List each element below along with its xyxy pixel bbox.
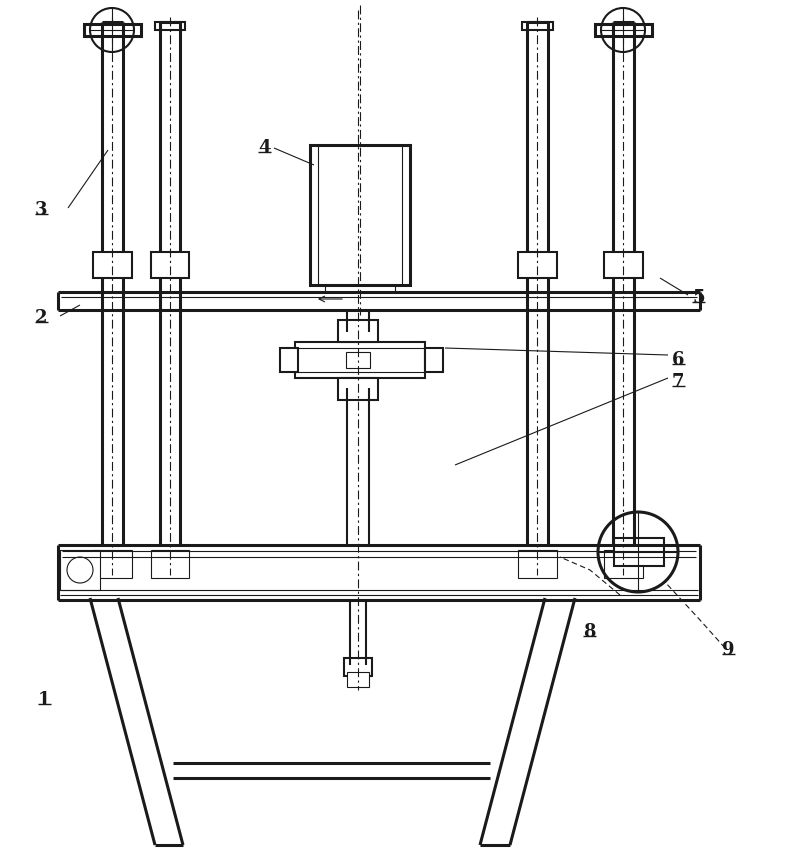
Bar xyxy=(604,550,643,578)
Bar xyxy=(155,22,185,30)
Bar xyxy=(93,252,132,278)
Bar xyxy=(60,550,100,590)
Bar xyxy=(346,352,370,368)
Text: 3: 3 xyxy=(35,201,47,219)
Bar xyxy=(518,252,557,278)
Text: 2: 2 xyxy=(35,309,47,327)
Bar xyxy=(151,550,189,578)
Bar xyxy=(338,320,378,342)
Bar xyxy=(347,672,369,687)
Text: 6: 6 xyxy=(672,351,685,369)
Bar xyxy=(614,538,664,566)
Bar xyxy=(295,342,425,378)
Bar xyxy=(84,24,141,36)
Bar xyxy=(310,145,410,285)
Text: 9: 9 xyxy=(722,641,734,659)
Bar xyxy=(604,252,643,278)
Text: 5: 5 xyxy=(692,289,705,307)
Bar xyxy=(338,378,378,400)
Bar xyxy=(93,550,132,578)
Bar xyxy=(518,550,557,578)
Text: 4: 4 xyxy=(258,139,270,157)
Bar xyxy=(344,658,372,676)
Text: 8: 8 xyxy=(583,623,595,641)
Text: 1: 1 xyxy=(38,691,50,709)
Bar xyxy=(151,252,189,278)
Bar xyxy=(280,348,298,372)
Bar xyxy=(522,22,553,30)
Bar xyxy=(595,24,652,36)
Bar xyxy=(425,348,443,372)
Text: 7: 7 xyxy=(672,373,685,391)
